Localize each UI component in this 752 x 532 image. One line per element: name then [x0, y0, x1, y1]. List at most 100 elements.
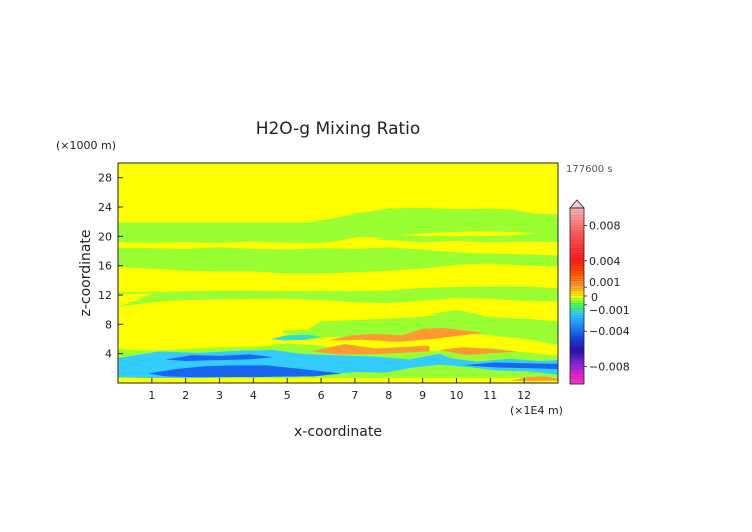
colorbar-arrow-top	[569, 199, 585, 209]
contour-region-8	[118, 293, 152, 307]
colorbar-segment	[570, 230, 584, 234]
colorbar-tick-label: −0.004	[589, 325, 630, 338]
colorbar-segment	[570, 308, 584, 312]
y-tick-label: 20	[98, 230, 112, 243]
colorbar-segment	[570, 255, 584, 259]
colorbar-segment	[570, 290, 584, 294]
colorbar-segment	[570, 348, 584, 352]
colorbar-segment	[570, 273, 584, 277]
colorbar-segment	[570, 220, 584, 224]
colorbar-segment	[570, 346, 584, 350]
colorbar-segment	[570, 301, 584, 304]
x-tick-label: 4	[250, 389, 257, 402]
contour-region-4	[118, 222, 558, 243]
colorbar-segment	[570, 363, 584, 367]
colorbar-segment	[570, 253, 584, 257]
colorbar-segment	[570, 208, 584, 211]
contour-region-12	[392, 242, 501, 248]
colorbar-segment	[570, 381, 584, 385]
colorbar-segment	[570, 318, 584, 322]
colorbar-segment	[570, 366, 584, 370]
colorbar-segment	[570, 303, 584, 307]
x-tick-label: 1	[148, 389, 155, 402]
colorbar-tick-label: 0.004	[589, 255, 621, 268]
colorbar-segment	[570, 316, 584, 319]
contour-region-13	[398, 231, 538, 237]
colorbar-segment	[570, 351, 584, 355]
x-tick-label: 6	[318, 389, 325, 402]
colorbar-segment	[570, 376, 584, 380]
colorbar-segment	[570, 258, 584, 262]
colorbar-segment	[570, 283, 584, 287]
colorbar-segment	[570, 321, 584, 324]
colorbar-tick-label: 0.008	[589, 220, 621, 233]
colorbar-segment	[570, 353, 584, 357]
colorbar-segment	[570, 331, 584, 335]
colorbar-segment	[570, 280, 584, 284]
y-tick-label: 4	[105, 348, 112, 361]
colorbar-segment	[570, 248, 584, 252]
x-tick-label: 2	[182, 389, 189, 402]
colorbar-tick-label: 0.001	[589, 276, 621, 289]
colorbar-tick-label: −0.001	[589, 304, 630, 317]
colorbar-segment	[570, 238, 584, 241]
colorbar-segment	[570, 361, 584, 365]
contour-region-5	[307, 207, 558, 223]
y-tick-label: 16	[98, 260, 112, 273]
colorbar-segment	[570, 371, 584, 375]
colorbar-segment	[570, 298, 584, 302]
y-tick-label: 24	[98, 201, 112, 214]
colorbar-segment	[570, 343, 584, 347]
x-tick-label: 9	[419, 389, 426, 402]
colorbar-segment	[570, 358, 584, 362]
colorbar-segment	[570, 235, 584, 239]
colorbar-segment	[570, 373, 584, 377]
colorbar-segment	[570, 336, 584, 340]
colorbar-segment	[570, 293, 584, 297]
y-tick-label: 28	[98, 172, 112, 185]
contour-region-17	[510, 376, 558, 381]
contour-region-3	[118, 247, 558, 274]
colorbar-segment	[570, 328, 584, 332]
x-axis-label: x-coordinate	[294, 424, 382, 440]
colorbar-segment	[570, 245, 584, 249]
x-tick-label: 12	[517, 389, 531, 402]
colorbar-segment	[570, 296, 584, 299]
x-tick-label: 11	[483, 389, 497, 402]
y-tick-label: 12	[98, 289, 112, 302]
contour-region-15	[327, 328, 484, 342]
colorbar-segment	[570, 338, 584, 342]
y-tick-label: 8	[105, 318, 112, 331]
heatmap-plot-area	[118, 163, 558, 383]
colorbar-tick-label: −0.008	[589, 360, 630, 373]
x-tick-label: 5	[284, 389, 291, 402]
colorbar-segment	[570, 225, 584, 229]
colorbar-segment	[570, 311, 584, 314]
colorbar-segment	[570, 250, 584, 254]
y-axis-label: z-coordinate	[78, 229, 94, 316]
colorbar-segment	[570, 215, 584, 219]
contour-region-2	[118, 286, 558, 307]
colorbar-segment	[570, 260, 584, 264]
x-tick-label: 3	[216, 389, 223, 402]
chart-title: H2O-g Mixing Ratio	[256, 119, 421, 139]
colorbar-segment	[570, 228, 584, 231]
colorbar-segment	[570, 210, 584, 214]
contour-region-9	[368, 311, 437, 318]
x-tick-label: 10	[449, 389, 463, 402]
colorbar-segment	[570, 265, 584, 269]
colorbar-segment	[570, 213, 584, 216]
colorbar-segment	[570, 378, 584, 382]
x-tick-label: 7	[351, 389, 358, 402]
colorbar-segment	[570, 233, 584, 236]
contour-region-14	[310, 344, 430, 355]
contour-region-21	[463, 362, 558, 370]
x-unit-label: (×1E4 m)	[510, 404, 563, 417]
plot-frame	[117, 162, 559, 384]
contour-region-10	[226, 273, 257, 277]
colorbar-segment	[570, 240, 584, 244]
colorbar-segment	[570, 326, 584, 329]
x-tick-label: 8	[385, 389, 392, 402]
colorbar-segment	[570, 288, 584, 292]
